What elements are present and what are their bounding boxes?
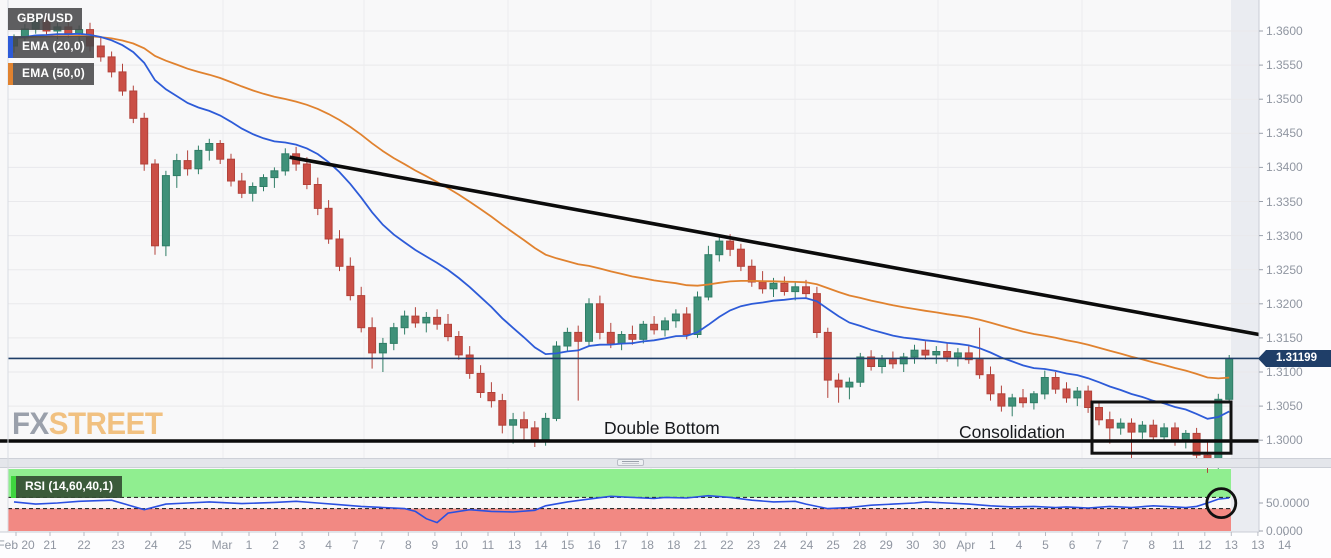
rsi-bands [8, 469, 1231, 531]
time-axis-label: 10 [454, 538, 469, 552]
legend-rsi: RSI (14,60,40,1) [11, 476, 123, 498]
time-axis-label: 7 [1095, 538, 1102, 552]
time-axis-label: 25 [178, 538, 192, 552]
axes [0, 0, 1263, 533]
time-axis-label: 11 [481, 538, 495, 552]
time-axis-label: 9 [431, 538, 439, 552]
price-axis-label: 1.3200 [1266, 296, 1303, 311]
price-axis-label: 1.3550 [1266, 58, 1303, 73]
time-axis-label: Apr [956, 538, 976, 552]
current-price-badge: 1.31199 [1258, 350, 1331, 367]
time-axis-label: 24 [144, 538, 158, 552]
time-axis-label: 14 [534, 538, 548, 552]
time-axis-label: 21 [43, 538, 57, 552]
time-axis-label: 15 [560, 538, 575, 552]
time-axis-label: 23 [111, 538, 125, 552]
time-axis-label: 1 [989, 538, 996, 552]
ema20-color-stripe [8, 36, 13, 58]
rsi-axis-label: 0.0000 [1266, 524, 1303, 538]
watermark-fx: FX [12, 406, 49, 442]
price-axis-label: 1.3350 [1266, 194, 1303, 209]
price-axis-label: 1.3500 [1266, 92, 1303, 107]
time-axis-label: 13 [1251, 538, 1265, 552]
price-axis-label: 1.3250 [1266, 262, 1303, 277]
legend-ema20: EMA (20,0) [8, 36, 94, 58]
price-axis-label: 1.3100 [1266, 365, 1303, 379]
time-axis-label: 3 [298, 538, 306, 552]
time-axis-label: 22 [720, 538, 734, 552]
rsi-color-stripe [11, 476, 16, 498]
time-axis-label: 22 [77, 538, 91, 552]
consolidation-box[interactable] [1090, 400, 1233, 455]
time-axis-label: 11 [1172, 538, 1185, 552]
time-axis-label: 24 [773, 538, 787, 552]
time-axis-label: 23 [746, 538, 761, 552]
price-axis-label: 1.3150 [1266, 330, 1303, 345]
time-axis-label: 30 [932, 538, 946, 552]
time-axis-label: 6 [1068, 538, 1076, 552]
rsi-axis-label: 50.0000 [1266, 496, 1310, 510]
time-axis-label: 7 [351, 538, 359, 552]
price-axis-label: 1.3400 [1266, 160, 1303, 175]
rsi-line [13, 494, 1230, 524]
ema50-label: EMA (50,0) [13, 63, 94, 85]
price-axis-label: 1.3450 [1266, 126, 1303, 141]
time-axis-label: 8 [404, 538, 412, 552]
legend-symbol: GBP/USD [8, 8, 83, 30]
panel-resize-grip[interactable] [617, 459, 644, 466]
rsi-label: RSI (14,60,40,1) [16, 476, 123, 498]
price-axis-label: 1.3300 [1266, 228, 1303, 243]
time-axis-label: 4 [1015, 538, 1023, 552]
time-axis-label: 18 [667, 538, 681, 552]
time-axis-label: 28 [852, 538, 867, 552]
time-axis-label: 2 [272, 538, 279, 552]
time-axis-label: 18 [640, 538, 654, 552]
time-axis-label: 13 [1224, 538, 1238, 552]
price-axis-label: 1.3600 [1266, 24, 1303, 38]
time-axis-label: 21 [693, 538, 708, 552]
ema20-label: EMA (20,0) [13, 36, 94, 58]
double-bottom-annotation: Double Bottom [604, 418, 720, 438]
rsi-highlight-circle[interactable] [1205, 487, 1238, 520]
ema20-line [13, 32, 1230, 420]
time-axis-label: 29 [879, 538, 893, 552]
time-axis-label: 8 [1148, 538, 1156, 552]
time-axis-label: Mar [211, 538, 233, 552]
price-axis-label: 1.3000 [1266, 433, 1303, 448]
watermark-street: STREET [48, 406, 163, 442]
time-axis-ticks [15, 532, 1285, 536]
legend-ema50: EMA (50,0) [8, 63, 94, 85]
time-axis-label: 4 [325, 538, 332, 552]
consolidation-annotation: Consolidation [959, 422, 1066, 442]
descending-trendline[interactable] [289, 155, 1260, 337]
time-axis-label: 1 [245, 538, 253, 552]
time-axis-label: 16 [587, 538, 601, 552]
time-axis-label: 14 [1277, 538, 1292, 552]
time-axis-label: 12 [1198, 538, 1212, 552]
time-axis-label: Feb 20 [0, 538, 35, 552]
price-axis-label: 1.3050 [1266, 399, 1303, 414]
time-axis-label: 24 [799, 538, 814, 552]
symbol-label: GBP/USD [8, 8, 83, 30]
time-axis-label: 13 [507, 538, 522, 552]
time-axis-label: 30 [906, 538, 920, 552]
ema50-line [13, 34, 1230, 380]
panel-divider[interactable] [0, 458, 1331, 468]
ema50-color-stripe [8, 63, 13, 85]
time-axis-label: 7 [378, 538, 386, 552]
time-axis-label: 7 [1121, 538, 1129, 552]
time-axis-label: 17 [614, 538, 628, 552]
fxstreet-watermark: FXSTREET [12, 406, 163, 442]
time-axis-label: 25 [826, 538, 840, 552]
time-axis-label: 5 [1042, 538, 1049, 552]
